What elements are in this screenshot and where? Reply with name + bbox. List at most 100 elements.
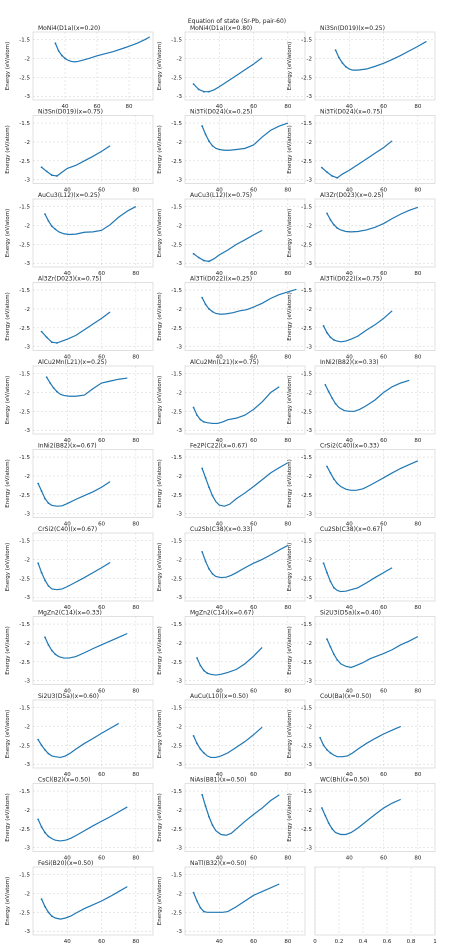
y-tick-label: -2.5 [301, 827, 312, 833]
subplot-title: Al3Ti(D022)(x=0.25) [190, 276, 252, 283]
axes-frame [32, 699, 154, 769]
eos-series-line [324, 379, 410, 412]
eos-point [192, 891, 195, 894]
x-tick-label: 40 [216, 689, 223, 695]
eos-point [329, 751, 332, 754]
y-tick-label: -1.5 [301, 38, 312, 44]
eos-point [196, 414, 198, 417]
subplot-panel: 40 60 80 -1.5 -2 -2.5 -3 NiAs(B81)(x=0.50) Energ… [157, 777, 306, 862]
y-tick-label: -3 [307, 428, 313, 434]
eos-point [204, 303, 207, 306]
y-tick-label: -3 [307, 595, 313, 601]
x-tick-label: 80 [284, 271, 291, 277]
eos-point [211, 824, 214, 826]
y-tick-label: -2.5 [171, 827, 182, 833]
eos-series-line [326, 635, 419, 669]
subplot-panel: 40 60 80 -1.5 -2 -2.5 -3 Al3Ti(D022)(x=0.25) Ene… [157, 276, 306, 361]
y-tick-label: -1.5 [171, 789, 182, 795]
x-tick-label: 80 [132, 438, 139, 444]
x-tick-label: 40 [216, 856, 223, 862]
y-tick-label: -1.5 [301, 121, 312, 127]
y-tick-label: -3 [177, 512, 183, 518]
subplot-panel: 40 60 80 -1.5 -2 -2.5 -3 AlCu2Mn(L21)(x=0.25) En… [5, 359, 154, 444]
y-axis-label: Energy (eV/atom) [5, 459, 11, 508]
y-tick-label: -2 [25, 390, 30, 396]
subplot-panel: 40 60 80 -1.5 -2 -2.5 -3 Cu2Sb(C38)(x=0.67) Ener… [287, 526, 436, 611]
eos-point [199, 906, 202, 909]
subplot-panel: 40 60 80 -1.5 -2 -2.5 -3 AlCu2Mn(L21)(x=0.75) En… [157, 359, 306, 444]
x-tick-label: 60 [380, 689, 387, 695]
y-tick-label: -3 [25, 261, 31, 267]
eos-point [56, 175, 58, 177]
subplot-title: NiAs(B81)(x=0.50) [190, 777, 246, 784]
x-tick-label: 40 [62, 104, 69, 110]
eos-point [54, 228, 57, 231]
eos-point [336, 659, 339, 661]
x-tick-label: 80 [284, 772, 291, 778]
subplot-title: CrSi2(C40)(x=0.67) [38, 526, 97, 533]
eos-point [56, 342, 58, 344]
axes-frame [184, 699, 306, 769]
y-tick-label: -2 [307, 557, 312, 563]
y-tick-label: -2 [177, 474, 182, 480]
x-tick-label: 60 [250, 188, 257, 194]
y-tick-label: -1.5 [171, 372, 182, 378]
eos-point [196, 900, 198, 902]
eos-series-line [326, 460, 419, 491]
eos-point [320, 807, 323, 809]
x-tick-label: 80 [414, 522, 421, 528]
subplot-panel: 40 60 80 -1.5 -2 -2.5 -3 AuCu3(L12)(x=0.75) Ener… [157, 192, 306, 277]
y-tick-label: -2 [307, 808, 312, 814]
subplot-panel: 40 60 80 -1.5 -2 -2.5 -3 InNi2(B82)(x=0.33) Ener… [287, 359, 436, 444]
subplot-panel: 40 60 80 -1.5 -2 -2.5 -3 Si2U3(D5a)(x=0.40) Ener… [287, 610, 436, 695]
subplot-panel: 40 60 80 -1.5 -2 -2.5 -3 CrSi2(C40)(x=0.33) Ener… [287, 443, 436, 528]
eos-series-line [193, 57, 263, 93]
x-tick-label: 60 [98, 605, 105, 611]
eos-point [327, 390, 330, 393]
y-tick-label: -2.5 [301, 576, 312, 582]
eos-point [47, 643, 50, 646]
y-tick-label: -1.5 [301, 789, 312, 795]
eos-series-line [201, 288, 297, 315]
eos-point [202, 90, 205, 93]
x-tick-label: 40 [64, 772, 71, 778]
y-tick-label: -2 [307, 474, 312, 480]
y-axis-label: Energy (eV/atom) [5, 543, 11, 592]
y-axis-label: Energy (eV/atom) [5, 793, 11, 842]
eos-point [47, 835, 50, 838]
x-tick-label: 80 [414, 689, 421, 695]
y-tick-label: -1.5 [19, 873, 30, 879]
y-tick-label: -2.5 [301, 159, 312, 165]
eos-point [326, 212, 328, 215]
eos-point [329, 472, 332, 474]
eos-point [208, 140, 210, 143]
y-axis-label: Energy (eV/atom) [157, 877, 163, 926]
x-tick-label: 40 [346, 522, 353, 528]
eos-point [211, 494, 214, 497]
subplot-title: Ni3Ti(D024)(x=0.25) [190, 109, 253, 116]
x-tick-label: 40 [64, 689, 71, 695]
eos-point [60, 54, 63, 57]
x-tick-label: 60 [380, 355, 387, 361]
eos-point [47, 584, 50, 587]
y-tick-label: -2 [307, 390, 312, 396]
eos-series-line [323, 310, 393, 343]
y-tick-label: -3 [25, 929, 31, 935]
eos-point [40, 744, 43, 747]
subplot-title: InNi2(B82)(x=0.67) [38, 443, 97, 450]
subplot-panel: 40 60 80 -1.5 -2 -2.5 -3 FeSi(B20)(x=0.50) Energ… [5, 860, 154, 945]
y-tick-label: -3 [177, 428, 183, 434]
axes-frame [32, 783, 154, 852]
y-tick-label: -3 [177, 94, 183, 100]
eos-point [326, 465, 328, 468]
eos-point [44, 213, 46, 216]
axes-frame [314, 449, 436, 518]
y-tick-label: -1.5 [301, 539, 312, 545]
subplot-title: Cu2Sb(C38)(x=0.67) [320, 526, 383, 533]
eos-point [37, 818, 40, 821]
y-tick-label: -3 [307, 261, 313, 267]
eos-point [49, 382, 52, 384]
y-axis-label: Energy (eV/atom) [287, 376, 293, 425]
y-tick-label: -2 [177, 390, 182, 396]
x-tick-label: 80 [132, 939, 139, 945]
